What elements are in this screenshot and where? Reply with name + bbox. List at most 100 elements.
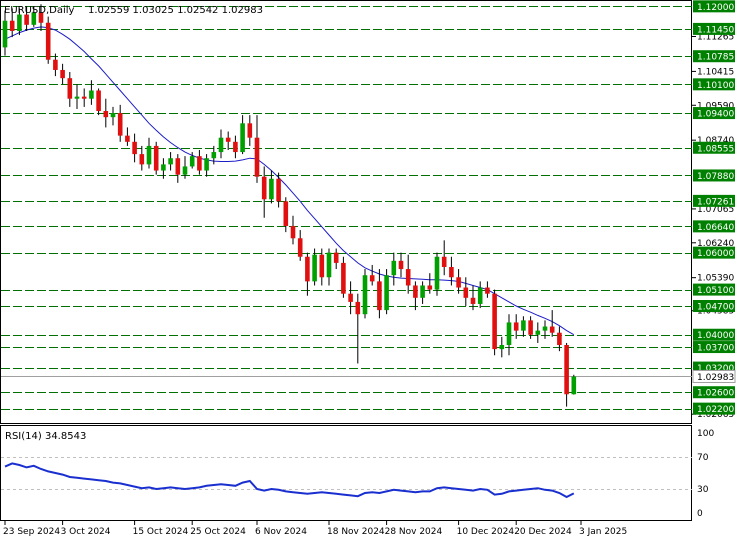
level-label-text: 1.06640 (697, 223, 734, 233)
candle (434, 252, 440, 296)
level-label-bg (693, 169, 735, 182)
candle (348, 281, 353, 315)
level-label: 1.04000 (693, 328, 735, 341)
price-tick-label: 1.09590 (697, 101, 734, 111)
candle (513, 314, 519, 339)
candle (197, 150, 202, 175)
candle (233, 135, 238, 159)
candle-body (528, 320, 533, 335)
candle (326, 248, 332, 286)
candle-body (2, 20, 8, 48)
candle-body (168, 158, 173, 165)
candle (125, 127, 130, 146)
candle-body (161, 164, 166, 171)
price-tick-label: 1.05390 (697, 274, 734, 284)
level-label-bg (693, 402, 735, 415)
level-label: 1.04700 (693, 300, 735, 313)
candle-body (348, 293, 353, 302)
candle (81, 88, 87, 107)
candle-body (125, 135, 130, 142)
candle (211, 145, 217, 165)
candle-body (549, 326, 555, 333)
candle (24, 6, 29, 31)
candle (355, 293, 361, 364)
candle (312, 248, 317, 286)
candle-body (341, 262, 346, 294)
candle-body (506, 322, 512, 346)
candle-body (24, 14, 29, 25)
candle (470, 285, 476, 311)
price-tick-label: 1.07065 (697, 205, 734, 215)
candle (189, 152, 195, 169)
candle (45, 16, 51, 64)
candle (427, 273, 433, 294)
chart-title: EURUSD,Daily (4, 5, 75, 16)
candle-body (218, 137, 224, 153)
candle (449, 256, 454, 286)
candle (146, 137, 152, 169)
candle (139, 145, 145, 171)
level-label: 1.06000 (693, 246, 735, 259)
candle (477, 281, 483, 309)
candle (117, 104, 123, 142)
candle (305, 252, 310, 296)
level-label-text: 1.09400 (697, 110, 734, 120)
time-tick-label: 23 Sep 2024 (3, 527, 60, 537)
candle (413, 281, 418, 311)
candle-body (319, 254, 325, 278)
level-label-text: 1.03700 (697, 344, 734, 354)
candle-body (391, 260, 397, 276)
level-label: 1.03700 (693, 341, 735, 354)
candle-body (197, 156, 202, 171)
level-labels: 1.12000 1.11450 1.10785 1.10100 1.09400 1.085… (693, 0, 735, 415)
candle (225, 131, 231, 151)
candle-body (276, 178, 281, 202)
price-tick-label: 1.08740 (697, 136, 734, 146)
candle-body (96, 90, 101, 112)
candle-body (564, 345, 569, 395)
candle-body (117, 113, 123, 136)
rsi-tick-label: 100 (697, 429, 714, 439)
candle (17, 8, 22, 36)
candle-body (513, 322, 519, 331)
candle-body (269, 178, 274, 200)
rsi-panel-frame (0, 425, 692, 521)
candle-body (362, 275, 368, 315)
level-label-bg (693, 220, 735, 233)
candle-body (45, 22, 51, 60)
rsi-tick-label: 0 (697, 509, 703, 519)
level-label-text: 1.10785 (697, 53, 734, 63)
level-label-text: 1.06000 (697, 249, 734, 259)
candle-body (297, 238, 303, 257)
candle (456, 269, 461, 294)
candle (31, 6, 37, 27)
candle-body (420, 285, 425, 298)
candle (542, 320, 548, 339)
candle-body (398, 260, 404, 270)
candle-body (333, 252, 339, 263)
level-label-bg (693, 283, 735, 296)
candle (499, 336, 505, 358)
candle-body (153, 145, 159, 171)
candle (204, 154, 209, 177)
candle (362, 269, 368, 319)
rsi-tick-label: 70 (697, 453, 709, 463)
candle (283, 197, 289, 233)
candle-body (369, 275, 375, 282)
level-label-bg (693, 386, 735, 399)
level-label: 1.11450 (693, 22, 735, 35)
candle (276, 172, 281, 208)
candle-body (463, 287, 469, 298)
rsi-line (4, 462, 575, 499)
level-label: 1.02600 (693, 386, 735, 399)
candle (564, 342, 569, 407)
candle (557, 326, 562, 352)
rsi-tick-label: 30 (697, 485, 709, 495)
ohlc-header: 1.02559 1.03025 1.02542 1.02983 (88, 5, 263, 16)
candle (67, 72, 73, 107)
level-label: 1.10100 (693, 78, 735, 91)
candle (319, 248, 325, 286)
candle-body (312, 254, 317, 282)
candle-body (499, 345, 505, 350)
